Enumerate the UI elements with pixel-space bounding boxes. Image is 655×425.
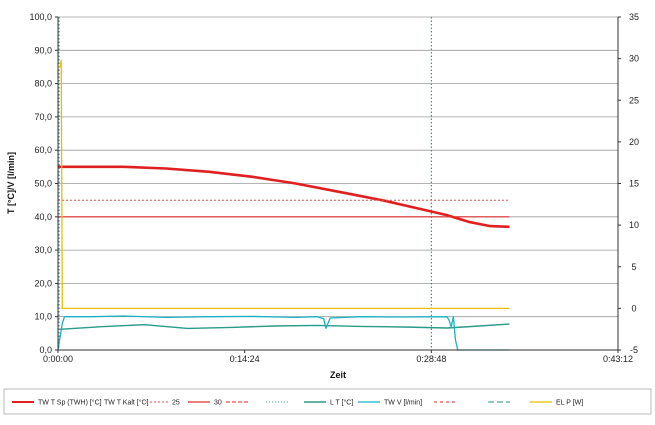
- y2-tick-label: 20: [629, 137, 639, 147]
- legend-label: TW V [l/min]: [384, 400, 422, 407]
- series-line-10: [58, 59, 510, 310]
- y2-tick-label: 10: [629, 220, 639, 230]
- y2-tick-label: 15: [629, 179, 639, 189]
- tick-labels: 0,0 10,0 20,0 30,0 40,0 50,0 60,0 70,0 80,0 90,0 1…: [29, 12, 639, 364]
- x-tick-label: 0:14:24: [230, 354, 260, 364]
- y2-tick-label: 0: [631, 303, 636, 313]
- y-tick-label: 70,0: [34, 112, 52, 122]
- legend-label: TW T Sp (TWH) [°C]: [38, 399, 102, 407]
- x-tick-label: 0:28:48: [416, 354, 446, 364]
- legend-label: EL P [W]: [556, 400, 583, 407]
- series-line-0: [58, 165, 510, 229]
- legend-label: L T [°C]: [330, 399, 353, 407]
- y-tick-label: 40,0: [34, 212, 52, 222]
- y-tick-label: 80,0: [34, 79, 52, 89]
- y-tick-label: 60,0: [34, 145, 52, 155]
- series-lines: [57, 59, 510, 351]
- legend-label: TW T Kalt [°C]: [104, 399, 149, 407]
- x-tick-label: 0:00:00: [43, 354, 73, 364]
- marker-lines: [58, 17, 432, 350]
- y-tick-label: 20,0: [34, 278, 52, 288]
- y-tick-label: 0,0: [39, 345, 52, 355]
- y-tick-label: 100,0: [29, 12, 52, 22]
- legend-label: 30: [214, 400, 222, 407]
- x-axis-title: Zeit: [330, 370, 346, 380]
- y-tick-label: 10,0: [34, 312, 52, 322]
- y2-tick-label: 30: [629, 54, 639, 64]
- series-line-6: [57, 323, 510, 331]
- y2-tick-label: 25: [629, 95, 639, 105]
- y2-tick-label: 5: [631, 262, 636, 272]
- series-line-7: [57, 315, 510, 351]
- y-tick-label: 90,0: [34, 45, 52, 55]
- y2-tick-label: -5: [630, 345, 638, 355]
- y-tick-label: 30,0: [34, 245, 52, 255]
- y-tick-label: 50,0: [34, 179, 52, 189]
- y2-tick-label: 35: [629, 12, 639, 22]
- x-tick-label: 0:43:12: [603, 354, 633, 364]
- legend-label: 25: [172, 400, 180, 407]
- grid-lines: [58, 16, 618, 318]
- y-axis-title: T [°C]/V [l/min]: [6, 152, 16, 214]
- legend: TW T Sp (TWH) [°C] TW T Kalt [°C] 25 30 L T …: [12, 399, 583, 407]
